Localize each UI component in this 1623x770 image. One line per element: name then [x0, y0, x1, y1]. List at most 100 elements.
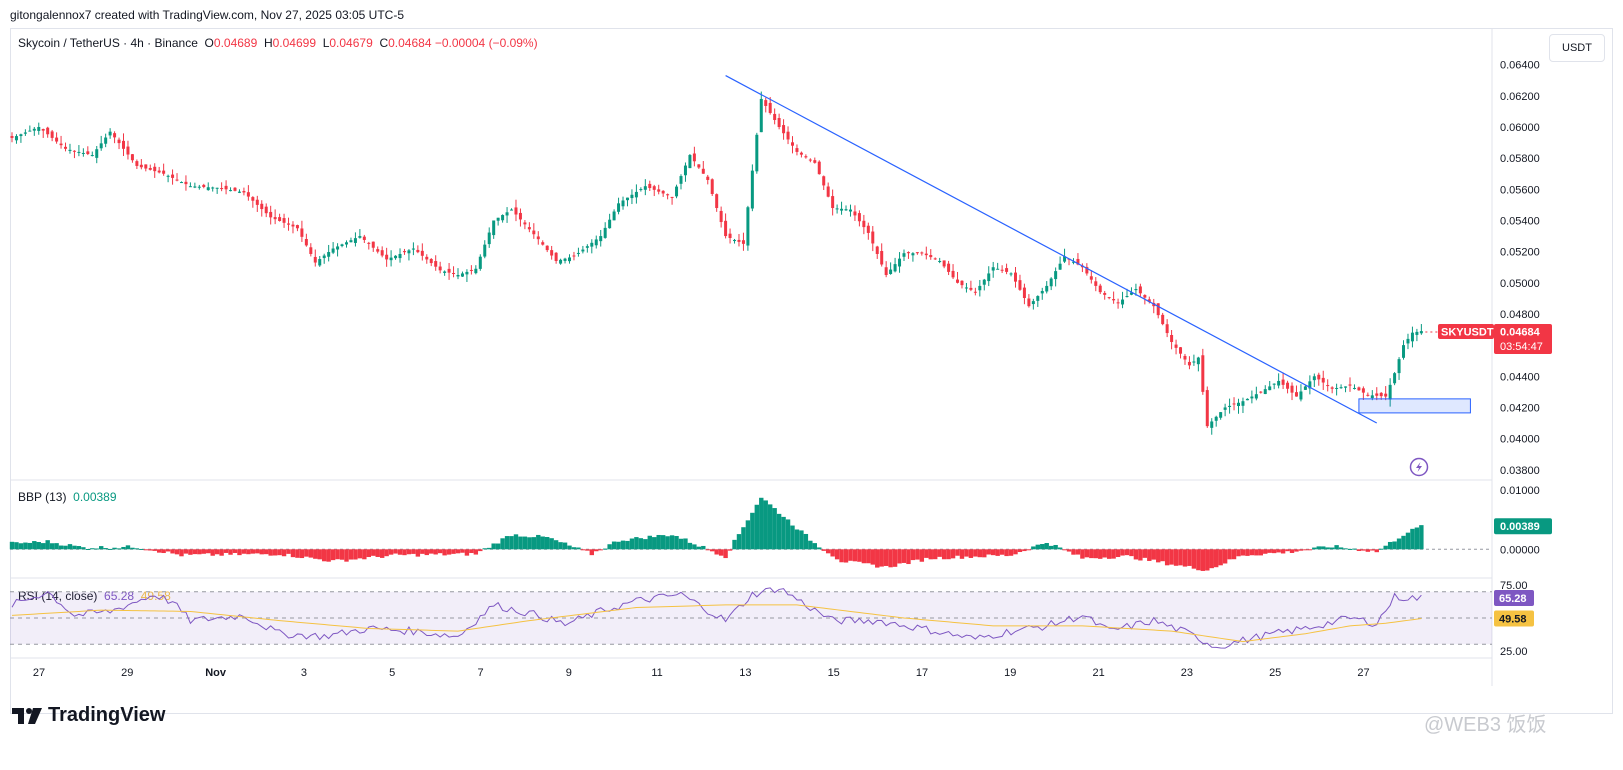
bbp-bar: [585, 549, 590, 551]
candle-body: [710, 179, 714, 194]
bbp-bar: [1160, 549, 1165, 562]
bbp-bar: [304, 549, 309, 557]
candle-body: [661, 190, 665, 194]
candle-body: [1294, 392, 1298, 397]
bbp-bar: [598, 549, 603, 551]
symbol-description[interactable]: Skycoin / TetherUS · 4h · Binance: [18, 36, 198, 50]
candle-body: [1138, 286, 1142, 294]
bbp-bar: [776, 513, 782, 550]
bbp-bar: [545, 537, 550, 550]
bbp-bar: [674, 536, 679, 550]
candle-body: [822, 176, 826, 186]
candle-body: [113, 133, 117, 138]
bbp-bar: [1053, 544, 1058, 550]
time-axis-tick: 3: [301, 667, 307, 679]
candle-body: [104, 137, 108, 144]
candle-body: [1214, 416, 1218, 421]
bbp-bar: [353, 549, 358, 560]
candle-body: [518, 212, 522, 220]
candle-body: [447, 268, 451, 273]
candle-body: [568, 257, 571, 262]
candle-body: [1161, 314, 1165, 325]
bbp-bar: [652, 537, 657, 550]
candle-body: [434, 261, 438, 267]
logo-text: TradingView: [48, 704, 166, 726]
bbp-bar: [799, 530, 804, 550]
bbp-bar: [1098, 549, 1103, 559]
bbp-bar: [487, 547, 492, 550]
candle-body: [1063, 256, 1067, 262]
bbp-bar: [1120, 549, 1125, 556]
bbp-bar: [683, 538, 688, 550]
candle-body: [309, 247, 313, 254]
bbp-bar: [241, 549, 247, 554]
bbp-bar: [1280, 549, 1286, 554]
price-axis-tick: 0.05600: [1500, 184, 1540, 196]
candle-body: [353, 238, 357, 243]
candle-body: [251, 197, 255, 201]
candle-body: [996, 268, 1000, 270]
candle-body: [220, 188, 224, 190]
candle-body: [340, 244, 344, 247]
tradingview-logo[interactable]: TradingView: [12, 704, 165, 727]
candle-body: [77, 151, 81, 153]
candle-body: [639, 189, 643, 191]
time-axis-tick: 27: [1357, 667, 1369, 679]
candle-body: [282, 218, 286, 223]
bbp-bar: [665, 536, 670, 550]
bbp-legend[interactable]: BBP (13) 0.00389: [18, 490, 117, 504]
bbp-bar: [1057, 547, 1063, 550]
candle-body: [840, 208, 844, 211]
candle-body: [733, 239, 737, 242]
candle-body: [184, 181, 188, 185]
candle-body: [452, 272, 456, 274]
high-value: 0.04699: [272, 36, 317, 50]
bbp-bar: [1222, 549, 1228, 564]
candle-body: [349, 240, 353, 243]
candle-body: [215, 187, 219, 189]
bbp-bar: [344, 549, 349, 562]
candle-body: [416, 249, 420, 253]
bbp-bar: [277, 549, 282, 556]
candle-body: [505, 212, 509, 216]
bbp-bar: [1106, 549, 1112, 559]
candle-body: [376, 249, 380, 252]
bbp-bar: [1084, 549, 1090, 558]
bbp-bar: [660, 535, 666, 550]
bbp-bar: [825, 549, 831, 554]
bbp-bar: [411, 549, 416, 554]
currency-button[interactable]: USDT: [1549, 34, 1605, 62]
bbp-bar: [870, 549, 875, 565]
bbp-value: 0.00389: [73, 490, 117, 504]
rsi-legend[interactable]: RSI (14, close) 65.28 49.58: [18, 589, 171, 603]
bbp-bar: [357, 549, 363, 559]
bbp-bar: [1312, 547, 1317, 550]
candle-body: [1116, 302, 1120, 304]
bbp-bar: [594, 549, 599, 552]
bbp-bar: [415, 549, 421, 557]
bbp-bar: [919, 549, 925, 562]
candle-body: [1259, 391, 1263, 393]
bbp-bar: [500, 538, 505, 550]
bbp-bar: [1008, 549, 1014, 556]
price-axis-tick: 0.06400: [1500, 60, 1540, 72]
candle-body: [389, 257, 393, 261]
bbp-bar: [1419, 525, 1424, 550]
candle-body: [1049, 278, 1053, 287]
candle-body: [755, 134, 759, 172]
candle-body: [1299, 391, 1303, 400]
bbp-bar: [339, 549, 345, 560]
candle-body: [295, 225, 299, 229]
candle-body: [130, 154, 134, 161]
bbp-bar: [161, 549, 166, 554]
bbp-bar: [308, 549, 314, 558]
bbp-bar: [857, 549, 862, 562]
candle-body: [987, 273, 991, 282]
candle-body: [322, 255, 326, 259]
bbp-bar: [710, 549, 715, 552]
bbp-bar: [723, 549, 728, 559]
bbp-bar: [214, 549, 220, 555]
bbp-bar: [76, 546, 82, 550]
candle-body: [1326, 385, 1330, 387]
